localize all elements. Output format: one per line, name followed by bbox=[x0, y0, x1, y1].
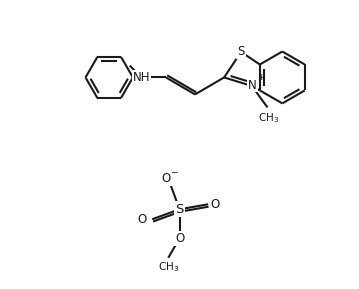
Text: −: − bbox=[170, 168, 178, 177]
Text: N: N bbox=[248, 79, 257, 92]
Text: O: O bbox=[162, 172, 171, 185]
Text: S: S bbox=[237, 45, 245, 58]
Text: CH$_3$: CH$_3$ bbox=[158, 260, 179, 274]
Text: O: O bbox=[137, 213, 147, 226]
Text: S: S bbox=[175, 203, 184, 216]
Text: NH: NH bbox=[133, 71, 150, 84]
Text: +: + bbox=[257, 73, 265, 81]
Text: O: O bbox=[175, 232, 184, 245]
Text: O: O bbox=[210, 198, 220, 211]
Text: CH$_3$: CH$_3$ bbox=[258, 111, 279, 125]
